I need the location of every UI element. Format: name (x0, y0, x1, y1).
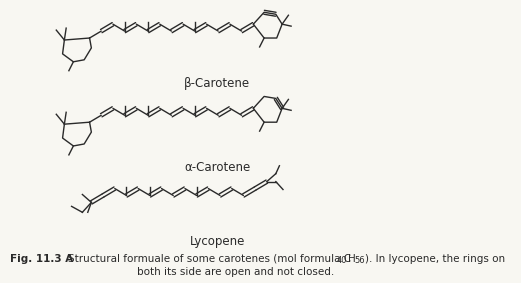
Text: 40: 40 (337, 256, 348, 265)
Text: Lycopene: Lycopene (190, 235, 245, 248)
Text: α-Carotene: α-Carotene (184, 161, 251, 174)
Text: H: H (348, 254, 355, 264)
Text: ). In lycopene, the rings on: ). In lycopene, the rings on (365, 254, 505, 264)
Text: Fig. 11.3 A: Fig. 11.3 A (10, 254, 73, 264)
Text: 56: 56 (354, 256, 365, 265)
Text: both its side are open and not closed.: both its side are open and not closed. (137, 267, 334, 277)
Text: β-Carotene: β-Carotene (184, 77, 251, 90)
Text: Structural formuale of some carotenes (mol formula C: Structural formuale of some carotenes (m… (68, 254, 351, 264)
